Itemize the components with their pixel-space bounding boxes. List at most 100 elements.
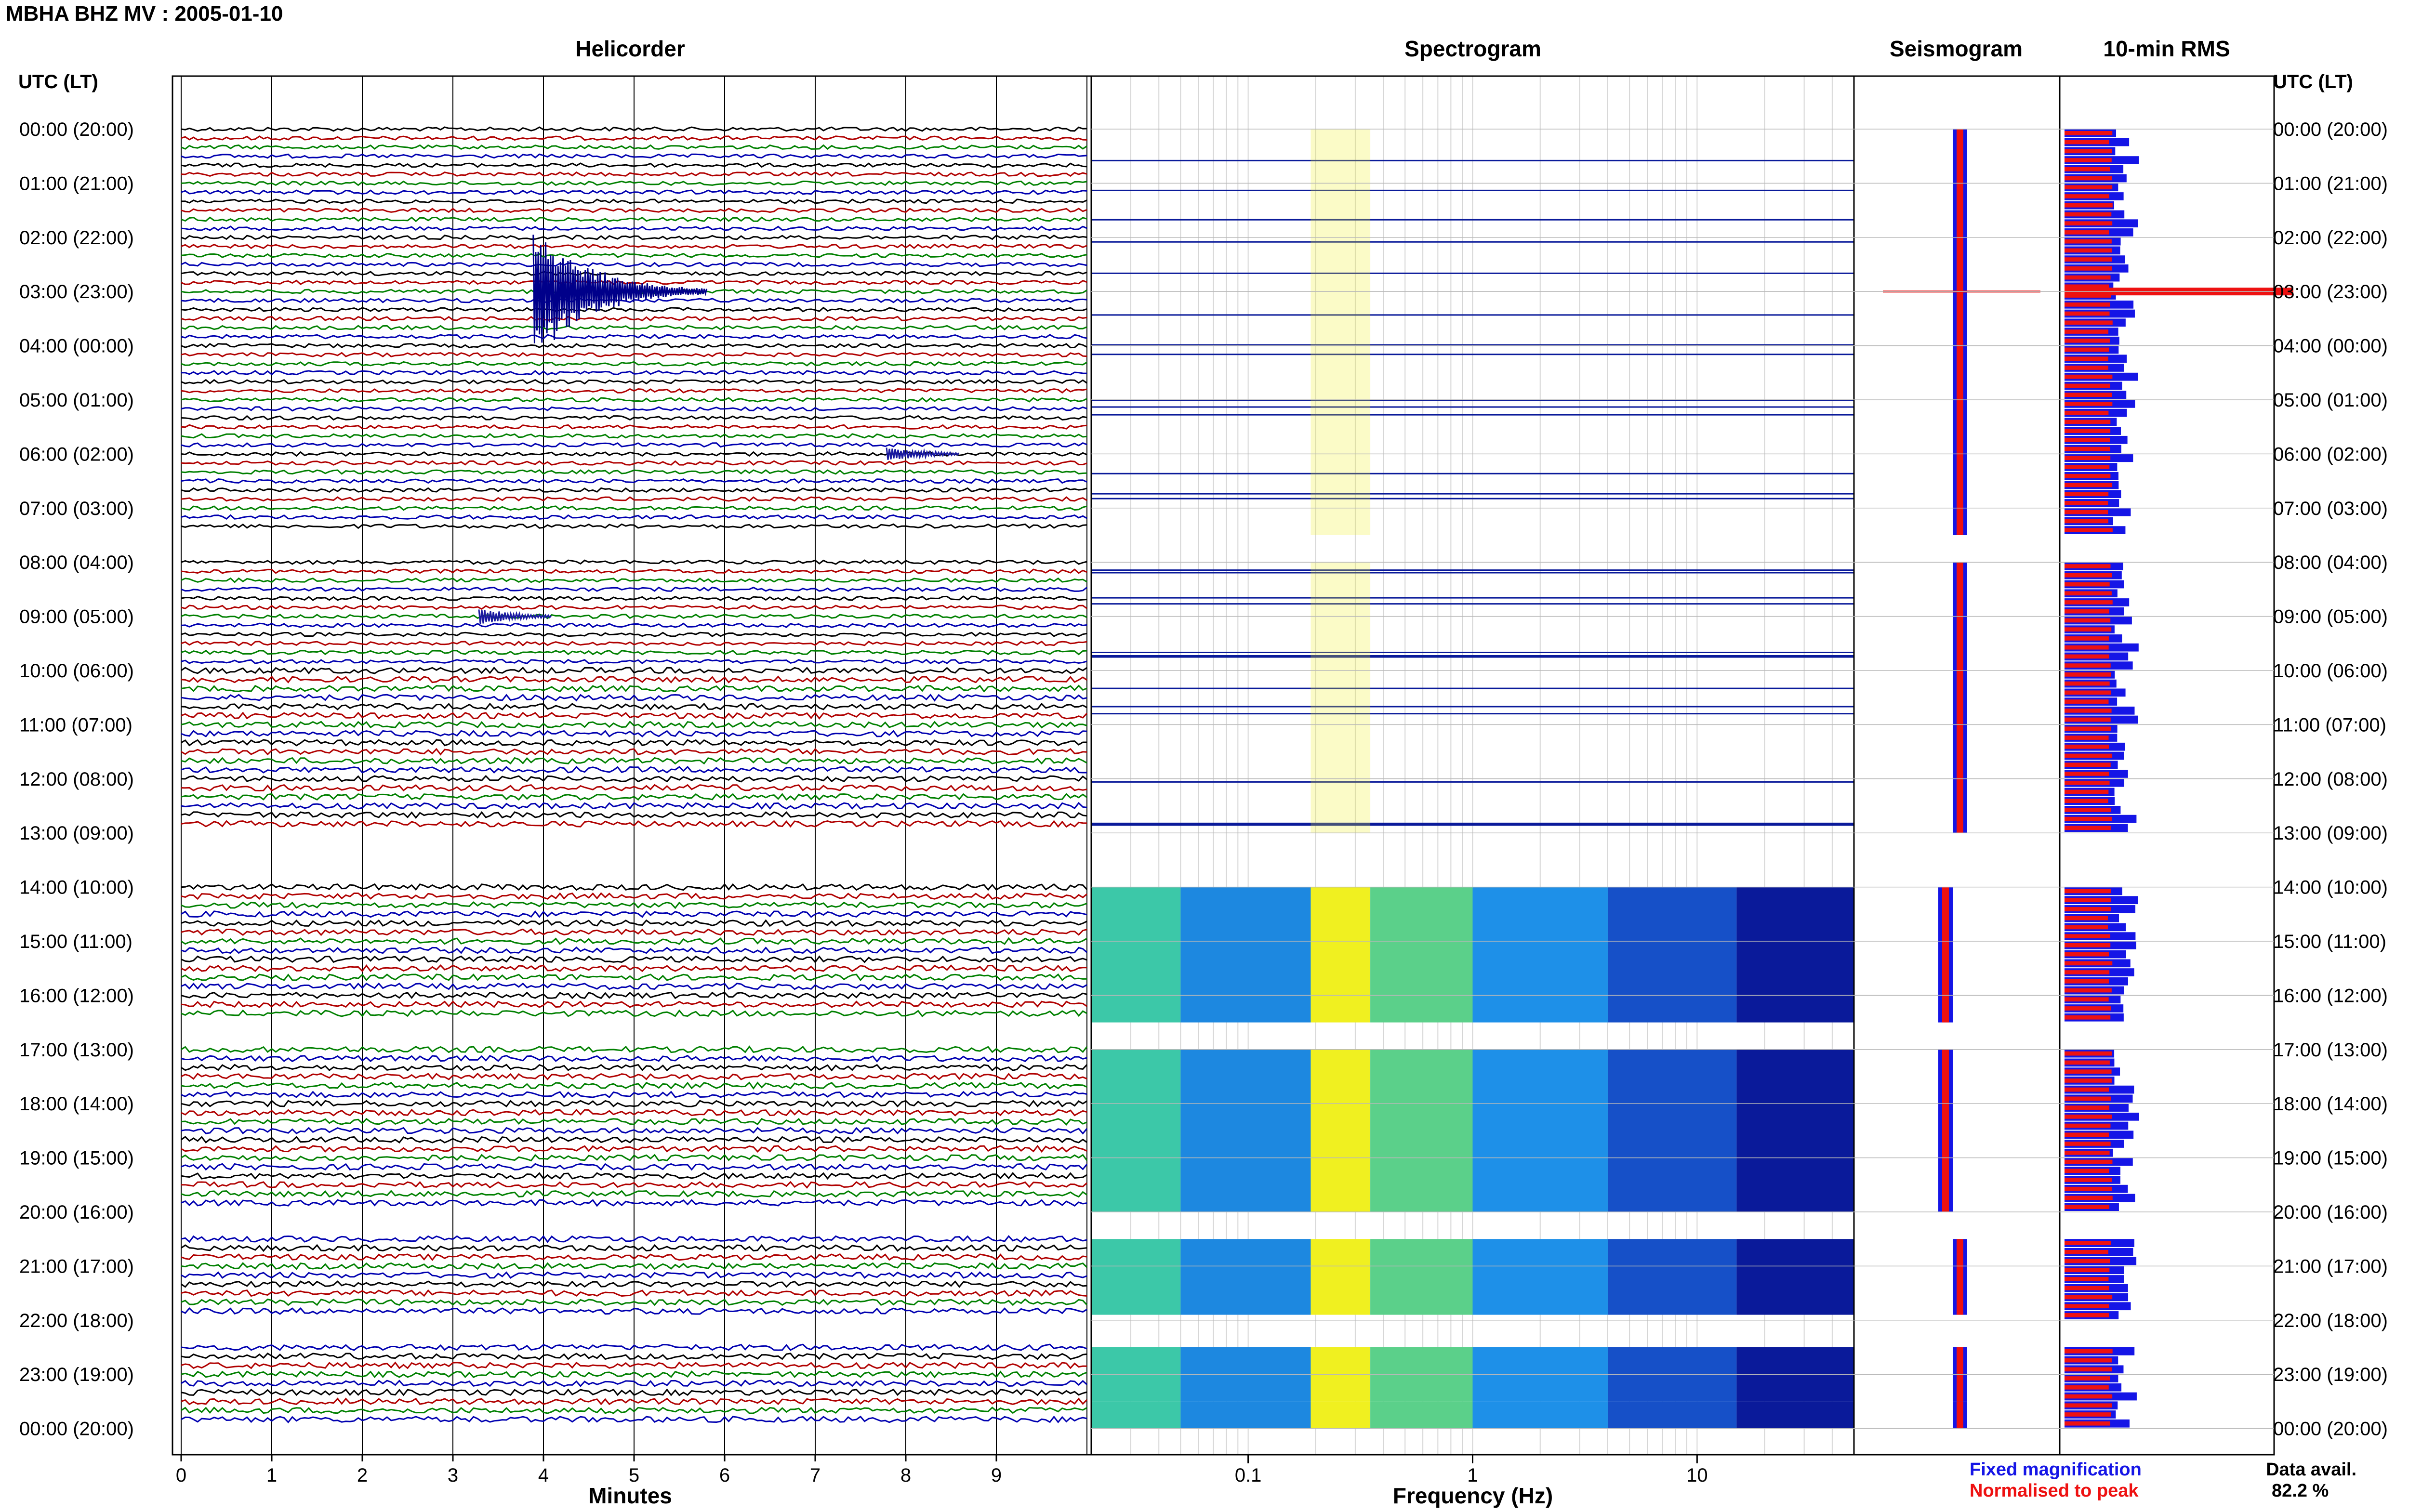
helicorder-trace [181,1380,1087,1387]
spectrogram-band [1736,1401,1854,1429]
utc-heading-left: UTC (LT) [18,71,98,92]
rms-normalised-bar [2065,564,2111,568]
rms-normalised-bar [2065,763,2111,767]
rms-normalised-bar [2065,1114,2112,1119]
helicorder-trace [181,316,1087,322]
rms-normalised-bar [2065,799,2108,803]
seismogram-normalised-band [1957,562,1963,833]
helicorder-trace [181,325,1087,331]
helicorder-trace [181,207,1087,213]
helicorder-trace [181,1352,1087,1360]
frequency-tick-label: 1 [1467,1465,1478,1486]
utc-tick-right: 13:00 (09:00) [2273,823,2388,844]
spectrogram-band [1091,887,1181,1023]
rms-normalised-bar [2065,140,2109,145]
spectrogram-band [1607,1401,1737,1429]
frequency-tick-label: 10 [1686,1465,1708,1486]
rms-normalised-bar [2065,736,2109,740]
helicorder-trace [181,478,1087,484]
helicorder-trace [181,622,1087,629]
rms-normalised-bar [2065,952,2109,957]
helicorder-trace [181,1009,1087,1017]
rms-normalised-bar [2065,519,2108,524]
utc-tick-left: 10:00 (06:00) [19,660,134,682]
rms-normalised-bar [2065,429,2111,433]
legend-fixed: Fixed magnification [1970,1459,2142,1480]
helicorder-trace [181,1100,1087,1108]
helicorder-trace [181,666,1087,675]
helicorder-trace [181,370,1087,376]
helicorder-trace [181,1181,1087,1189]
helicorder-trace [181,487,1087,493]
spectrogram-band [1310,129,1371,535]
minutes-tick-label: 3 [448,1465,458,1486]
helicorder-trace [181,469,1087,475]
helicorder-trace [181,1072,1087,1080]
utc-tick-right: 03:00 (23:00) [2273,281,2388,302]
rms-normalised-bar [2065,293,2111,298]
rms-normalised-bar [2065,979,2109,984]
minutes-tick-label: 2 [357,1465,368,1486]
rms-normalised-bar [2065,266,2112,271]
rms-normalised-bar [2065,663,2111,668]
rms-normalised-bar [2065,239,2112,244]
spectrogram-band [1607,887,1737,1023]
rms-normalised-bar [2065,1304,2109,1309]
rms-normalised-bar [2065,717,2111,722]
rms-normalised-bar [2065,248,2112,253]
helicorder-trace [181,559,1087,565]
rms-normalised-bar [2065,636,2109,641]
seismogram-normalised-band [1957,1401,1963,1429]
utc-tick-left: 22:00 (18:00) [19,1310,134,1331]
helicorder-trace [181,892,1087,900]
minutes-tick-label: 9 [991,1465,1002,1486]
spectrogram-band [1310,1401,1371,1429]
rms-normalised-bar [2065,618,2111,623]
rms-normalised-bar [2065,383,2110,388]
utc-tick-right: 22:00 (18:00) [2273,1310,2388,1331]
rms-normalised-bar [2065,158,2112,162]
utc-tick-right: 17:00 (13:00) [2273,1039,2388,1061]
helicorder-trace [181,649,1087,656]
rms-normalised-bar [2065,1358,2112,1363]
helicorder-trace [181,1298,1088,1306]
helicorder-trace [181,955,1087,963]
minutes-tick-label: 6 [719,1465,730,1486]
utc-tick-right: 08:00 (04:00) [2273,552,2388,573]
helicorder-trace [181,711,1088,720]
rms-normalised-bar [2065,1006,2111,1011]
helicorder-trace [181,910,1087,918]
rms-normalised-bar [2065,988,2112,993]
minutes-tick-label: 4 [538,1465,549,1486]
helicorder-trace [181,946,1087,954]
minutes-tick-label: 1 [266,1465,277,1486]
helicorder-trace [181,748,1087,756]
utc-tick-left: 08:00 (04:00) [19,552,134,573]
utc-heading-right: UTC (LT) [2273,71,2353,92]
helicorder-trace [181,424,1087,430]
rms-normalised-bar [2065,1069,2112,1074]
rms-normalised-bar [2065,1132,2109,1137]
rms-normalised-bar [2065,510,2108,514]
helicorder-trace [181,684,1087,693]
spectrogram-band [1736,1239,1854,1315]
helicorder-trace [181,1172,1087,1180]
rms-normalised-bar [2065,1295,2113,1300]
helicorder-trace [181,388,1087,394]
utc-tick-left: 18:00 (14:00) [19,1093,134,1115]
spectrogram-band [1370,887,1473,1023]
helicorder-trace [181,135,1087,141]
utc-tick-right: 11:00 (07:00) [2273,714,2386,736]
rms-normalised-bar [2065,393,2112,397]
helicorder-trace [181,640,1087,646]
rms-normalised-bar [2065,690,2111,695]
minutes-tick-label: 5 [629,1465,639,1486]
seismogram-normalised-band [1957,129,1963,535]
rms-normalised-bar [2065,1123,2111,1128]
spectrogram-band [1370,1239,1473,1315]
minutes-tick-label: 0 [176,1465,186,1486]
utc-tick-left: 03:00 (23:00) [19,281,134,302]
helicorder-trace [181,216,1087,223]
helicorder-trace [181,721,1087,729]
